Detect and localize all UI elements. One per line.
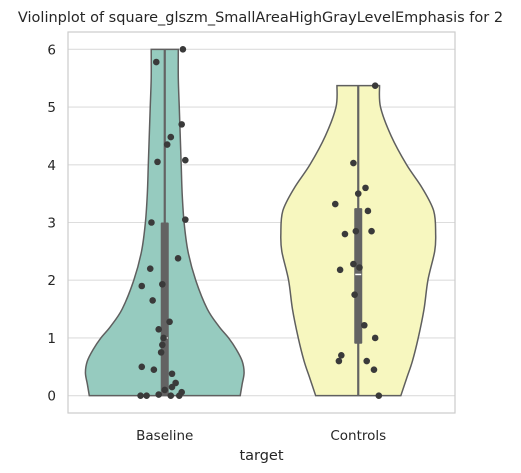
- point-baseline-5: [178, 388, 185, 396]
- point-controls-19: [371, 82, 379, 89]
- point-baseline-14: [160, 334, 167, 342]
- point-baseline-20: [146, 265, 154, 272]
- iqr-box-controls: [354, 208, 363, 344]
- point-layer: [137, 46, 383, 399]
- point-controls-3: [363, 357, 371, 365]
- y-tick-label-1: 1: [47, 331, 56, 347]
- point-baseline-28: [178, 121, 185, 128]
- x-tick-label-baseline: Baseline: [136, 428, 193, 444]
- point-baseline-19: [159, 280, 166, 288]
- plot-frame: [67, 31, 456, 414]
- point-baseline-1: [143, 392, 150, 399]
- point-baseline-29: [152, 58, 160, 66]
- point-controls-0: [375, 392, 383, 399]
- point-controls-16: [354, 190, 362, 197]
- point-baseline-6: [161, 386, 169, 394]
- point-controls-11: [341, 230, 349, 238]
- point-controls-18: [350, 159, 357, 167]
- point-controls-6: [360, 321, 368, 329]
- point-controls-12: [352, 227, 360, 235]
- point-baseline-27: [167, 133, 175, 141]
- chart-title: Violinplot of square_glszm_SmallAreaHigh…: [18, 10, 503, 26]
- point-baseline-9: [150, 366, 158, 374]
- y-tick-label-2: 2: [47, 273, 56, 289]
- point-baseline-15: [155, 325, 163, 333]
- point-controls-13: [368, 227, 375, 235]
- point-baseline-11: [138, 363, 146, 371]
- x-tick-labels: Baseline Controls: [136, 428, 386, 444]
- point-controls-14: [364, 207, 372, 215]
- point-baseline-0: [137, 392, 144, 399]
- y-tick-label-4: 4: [47, 158, 56, 174]
- point-baseline-22: [148, 219, 155, 226]
- point-baseline-10: [168, 370, 176, 378]
- point-controls-5: [371, 334, 379, 342]
- point-baseline-21: [174, 254, 182, 262]
- x-tick-label-controls: Controls: [330, 428, 386, 444]
- point-baseline-2: [155, 391, 163, 398]
- point-baseline-12: [157, 349, 165, 356]
- point-controls-2: [335, 357, 343, 365]
- point-controls-8: [336, 266, 344, 274]
- point-controls-9: [350, 260, 357, 268]
- point-controls-10: [356, 264, 363, 271]
- point-baseline-17: [149, 297, 156, 304]
- y-tick-labels: 0 1 2 3 4 5 6: [47, 42, 56, 404]
- point-baseline-26: [163, 141, 171, 148]
- point-controls-7: [351, 291, 358, 298]
- point-baseline-18: [138, 282, 146, 290]
- y-tick-label-5: 5: [47, 100, 56, 116]
- x-axis-label: target: [239, 448, 283, 464]
- point-baseline-13: [159, 341, 166, 349]
- point-baseline-23: [182, 216, 189, 223]
- point-controls-4: [338, 351, 345, 359]
- point-baseline-8: [172, 379, 179, 387]
- point-baseline-3: [167, 392, 175, 399]
- point-baseline-30: [179, 46, 187, 53]
- y-tick-label-6: 6: [47, 42, 56, 58]
- iqr-box-baseline: [160, 222, 169, 396]
- point-baseline-16: [166, 318, 173, 326]
- point-baseline-24: [154, 158, 161, 166]
- y-tick-label-0: 0: [47, 389, 56, 405]
- point-controls-17: [362, 184, 369, 192]
- point-baseline-25: [182, 156, 189, 164]
- point-controls-1: [370, 366, 378, 374]
- y-tick-label-3: 3: [47, 216, 56, 232]
- point-controls-15: [331, 200, 339, 208]
